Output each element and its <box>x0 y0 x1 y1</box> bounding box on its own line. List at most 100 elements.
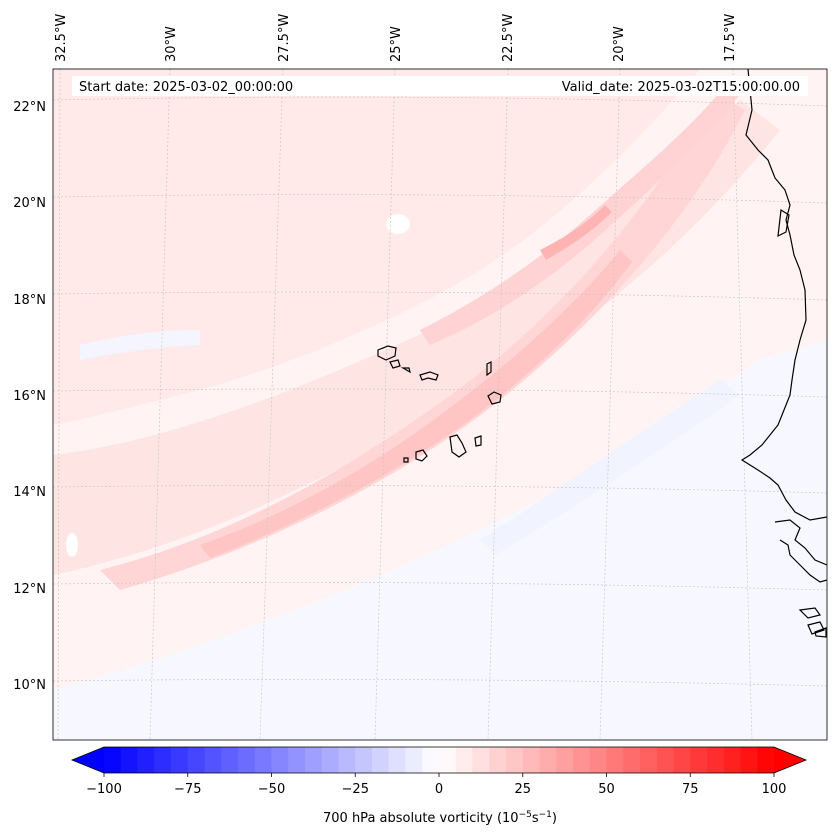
lon-label-25W: 25°W <box>389 26 404 62</box>
lat-label-14N: 14°N <box>13 485 46 500</box>
vorticity-negative-south <box>53 340 827 740</box>
colorbar-tick-label: 100 <box>762 782 787 797</box>
lon-label-20W: 20°W <box>612 26 627 62</box>
colorbar-segment <box>171 747 189 773</box>
colorbar-tick-label: −25 <box>342 782 369 797</box>
colorbar-segment <box>690 747 708 773</box>
maio-island <box>474 435 482 447</box>
colorbar-tick-label: 75 <box>682 782 699 797</box>
colorbar-extend-low <box>72 747 104 773</box>
colorbar-segment <box>137 747 155 773</box>
vorticity-negative-mid <box>480 380 740 555</box>
santo-antao-island <box>377 345 397 361</box>
colorbar-segment <box>104 747 122 773</box>
sao-nicolau-island <box>419 371 439 381</box>
colorbar-segment <box>589 747 607 773</box>
colorbar-tick-label: 25 <box>514 782 531 797</box>
colorbar-segment <box>355 747 373 773</box>
map-frame <box>52 68 828 741</box>
vorticity-band-north-streak <box>420 80 745 345</box>
colorbar-segment <box>606 747 624 773</box>
valid-date-label: Valid_date: 2025-03-02T15:00:00.00 <box>562 80 800 95</box>
colorbar-segment <box>120 747 138 773</box>
lon-label-27.5W: 27.5°W <box>277 14 292 62</box>
colorbar-segment <box>154 747 172 773</box>
map-panel: Start date: 2025-03-02_00:00:00 Valid_da… <box>13 14 828 741</box>
colorbar-segment <box>656 747 674 773</box>
colorbar-ticks: −100 −75 −50 −25 0 25 50 75 100 <box>86 773 786 797</box>
santa-luzia-island <box>400 367 411 374</box>
colorbar-segment <box>204 747 222 773</box>
longitude-labels: 32.5°W 30°W 27.5°W 25°W 22.5°W 20°W 17.5… <box>54 14 738 62</box>
sao-vicente-island <box>389 359 401 369</box>
colorbar-segment <box>321 747 339 773</box>
colorbar: −100 −75 −50 −25 0 25 50 75 100 700 hPa absolute… <box>70 746 808 826</box>
colorbar-tick-label: −100 <box>86 782 122 797</box>
brava-island <box>403 457 409 463</box>
colorbar-segment <box>640 747 658 773</box>
colorbar-segment <box>271 747 289 773</box>
colorbar-segment <box>472 747 490 773</box>
vorticity-zero-patch <box>386 214 410 234</box>
lon-label-30W: 30°W <box>164 26 179 62</box>
colorbar-segment <box>254 747 272 773</box>
colorbar-segment <box>556 747 574 773</box>
colorbar-tick-label: −50 <box>258 782 285 797</box>
lat-label-22N: 22°N <box>13 100 46 115</box>
colorbar-segment <box>673 747 691 773</box>
colorbar-segment <box>388 747 406 773</box>
colorbar-segment <box>539 747 557 773</box>
colorbar-segment <box>723 747 741 773</box>
vorticity-field <box>53 69 827 740</box>
vorticity-zero-patch <box>66 533 78 557</box>
colorbar-segment <box>455 747 473 773</box>
colorbar-extend-high <box>774 747 806 773</box>
santiago-island <box>449 434 467 458</box>
lat-label-20N: 20°N <box>13 196 46 211</box>
colorbar-segment <box>372 747 390 773</box>
vorticity-band-weak-north <box>53 69 700 425</box>
colorbar-segment <box>740 747 758 773</box>
colorbar-segment <box>405 747 423 773</box>
africa-coastline <box>740 69 827 521</box>
lat-label-16N: 16°N <box>13 389 46 404</box>
sal-island <box>486 361 492 377</box>
guinea-bissau-coast <box>779 539 827 583</box>
coastlines <box>377 69 827 638</box>
lon-label-22.5W: 22.5°W <box>501 14 516 62</box>
colorbar-tick-label: 50 <box>598 782 615 797</box>
colorbar-segment <box>573 747 591 773</box>
lat-label-10N: 10°N <box>13 678 46 693</box>
colorbar-segment <box>221 747 239 773</box>
barreta-coast <box>777 208 790 238</box>
start-date-label: Start date: 2025-03-02_00:00:00 <box>79 80 293 95</box>
colorbar-segment <box>305 747 323 773</box>
colorbar-segment <box>522 747 540 773</box>
colorbar-segment <box>238 747 256 773</box>
vorticity-band-weak-south <box>53 100 780 575</box>
info-header-box <box>72 76 808 96</box>
vorticity-negative-west <box>80 330 200 360</box>
boa-vista-island <box>487 391 502 405</box>
lon-label-17.5W: 17.5°W <box>723 14 738 62</box>
colorbar-tick-label: 0 <box>435 782 443 797</box>
colorbar-label: 700 hPa absolute vorticity (10−5s−1) <box>323 810 557 826</box>
colorbar-segment <box>757 747 775 773</box>
colorbar-tick-label: −75 <box>174 782 201 797</box>
latitude-labels: 22°N 20°N 18°N 16°N 14°N 12°N 10°N <box>13 100 46 693</box>
colorbar-segment <box>489 747 507 773</box>
colorbar-segment <box>707 747 725 773</box>
colorbar-segment <box>187 747 205 773</box>
colorbar-segment <box>288 747 306 773</box>
vorticity-band-north-core <box>540 205 612 260</box>
colorbar-segment <box>422 747 440 773</box>
gambia-senegal-coast <box>774 519 827 566</box>
colorbar-segments <box>104 747 775 773</box>
colorbar-segment <box>439 747 457 773</box>
lat-label-12N: 12°N <box>13 582 46 597</box>
colorbar-segment <box>338 747 356 773</box>
lon-label-32.5W: 32.5°W <box>54 14 69 62</box>
lat-label-18N: 18°N <box>13 293 46 308</box>
bijagos-islands <box>798 607 827 638</box>
colorbar-segment <box>506 747 524 773</box>
